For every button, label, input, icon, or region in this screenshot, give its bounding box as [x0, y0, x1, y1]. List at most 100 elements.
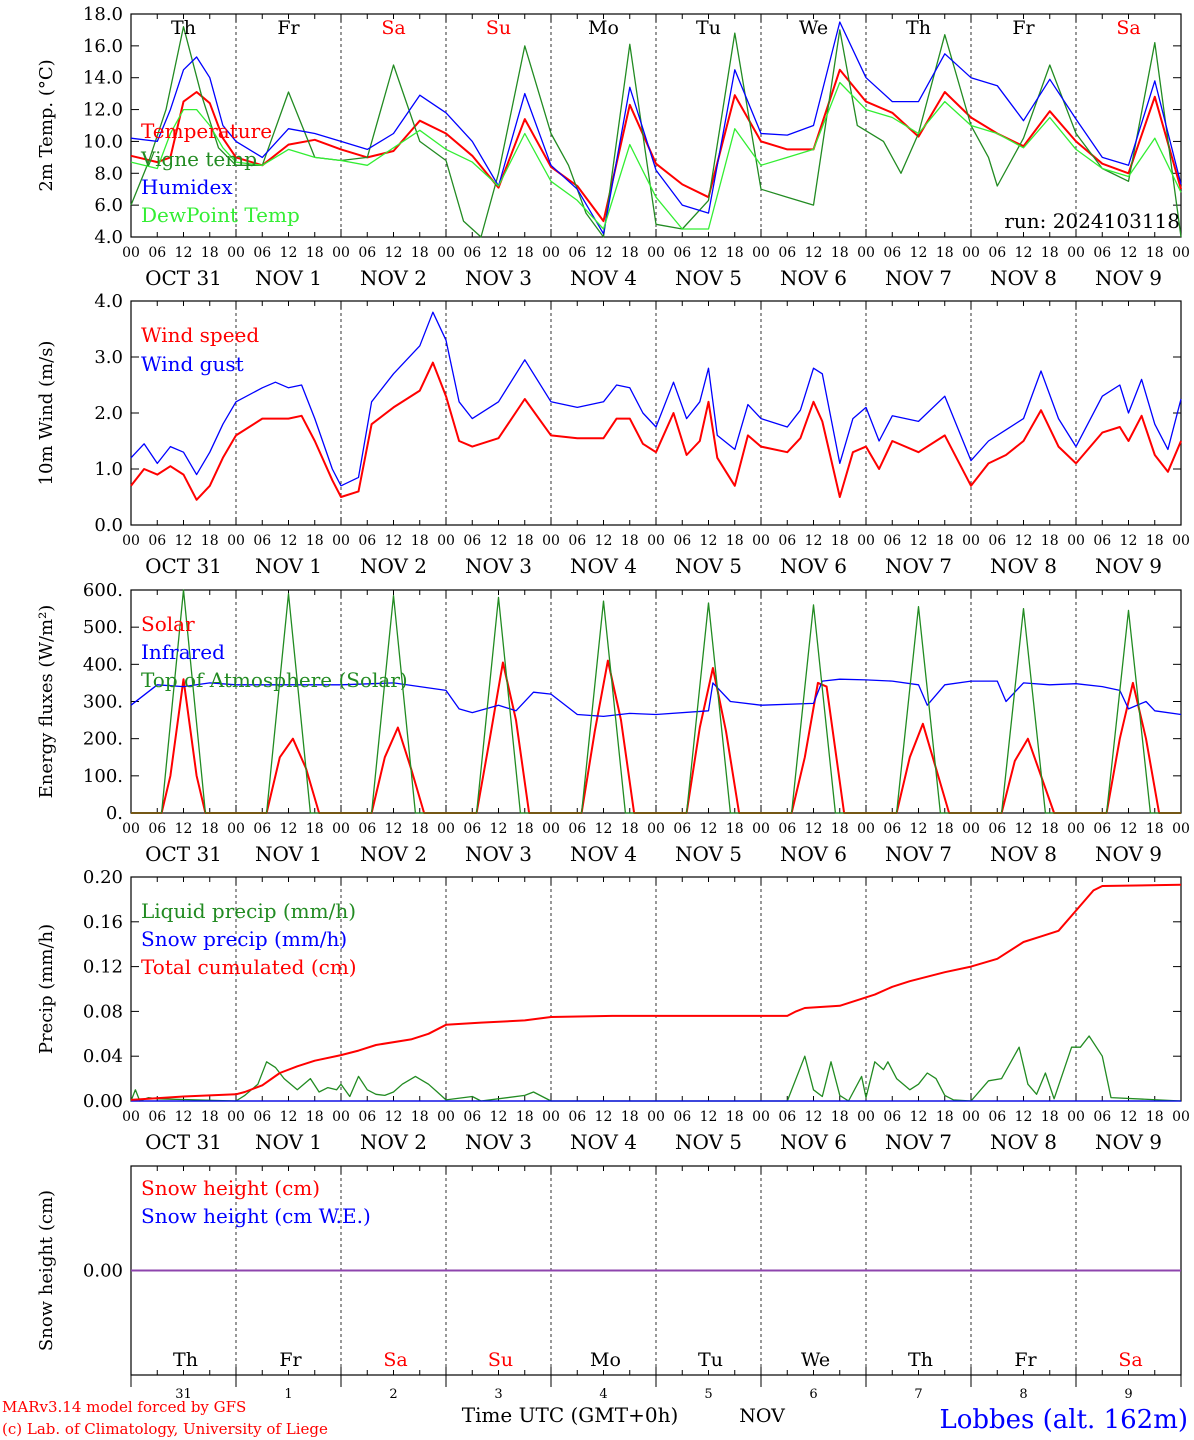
date-label: NOV 6 [780, 1130, 847, 1154]
hour-tick-label: 06 [673, 821, 691, 837]
precip-y-tick-label: 0.20 [83, 867, 123, 888]
hour-tick-label: 18 [306, 821, 324, 837]
hour-tick-label: 06 [463, 245, 481, 261]
energy-frame [130, 589, 1182, 814]
energy-y-tick-label: 100. [83, 766, 123, 787]
hour-tick-label: 18 [726, 821, 744, 837]
hour-tick-label: 12 [1120, 245, 1138, 261]
hour-tick-label: 06 [358, 533, 376, 549]
hour-tick-label: 06 [358, 821, 376, 837]
hour-tick-label: 00 [1172, 533, 1190, 549]
date-label: NOV 9 [1095, 842, 1162, 866]
energy-series-line [131, 589, 1181, 814]
precip-legend-entry: Snow precip (mm/h) [141, 927, 347, 951]
energy-y-axis-label: Energy fluxes (W/m²) [36, 605, 57, 799]
hour-tick-label: 18 [831, 533, 849, 549]
hour-tick-label: 18 [621, 821, 639, 837]
wind-series-line [130, 361, 1182, 501]
date-label: NOV 9 [1095, 266, 1162, 290]
wind-series-line [130, 311, 1182, 487]
hour-tick-label: 00 [542, 821, 560, 837]
hour-tick-label: 00 [647, 533, 665, 549]
weekday-label: Su [486, 17, 511, 39]
hour-tick-label: 12 [595, 821, 613, 837]
hour-tick-label: 18 [306, 533, 324, 549]
hour-tick-label: 06 [778, 245, 796, 261]
hour-tick-label: 12 [1015, 1109, 1033, 1125]
weekday-label: Sa [1116, 17, 1140, 39]
hour-tick-label: 00 [332, 1109, 350, 1125]
weekday-label: Fr [277, 17, 300, 39]
temp-series-line [130, 81, 1182, 230]
hour-tick-label: 00 [752, 245, 770, 261]
hour-tick-label: 12 [280, 533, 298, 549]
temp-series-line [130, 26, 1182, 238]
hour-tick-label: 18 [411, 1109, 429, 1125]
weekday-label-bottom: Tu [698, 1349, 723, 1371]
precip-y-tick-label: 0.04 [83, 1046, 123, 1067]
date-label: NOV 5 [675, 554, 742, 578]
weekday-label-bottom: Sa [1118, 1349, 1142, 1371]
weekday-label: Fr [1012, 17, 1035, 39]
hour-tick-label: 18 [726, 1109, 744, 1125]
hour-tick-label: 00 [1067, 821, 1085, 837]
hour-tick-label: 18 [411, 245, 429, 261]
day-number-label: 4 [599, 1387, 607, 1402]
temp-y-tick-label: 6.0 [94, 195, 123, 216]
hour-tick-label: 12 [1120, 533, 1138, 549]
date-label: OCT 31 [145, 266, 222, 290]
hour-tick-label: 06 [778, 533, 796, 549]
hour-tick-label: 06 [463, 533, 481, 549]
weekday-label-bottom: Th [173, 1349, 198, 1371]
hour-tick-label: 12 [1015, 821, 1033, 837]
hour-tick-label: 00 [437, 821, 455, 837]
hour-tick-label: 00 [437, 1109, 455, 1125]
energy-legend-entry: Infrared [141, 640, 225, 664]
hour-tick-label: 18 [516, 245, 534, 261]
hour-tick-label: 00 [227, 245, 245, 261]
hour-tick-label: 18 [306, 245, 324, 261]
hour-tick-label: 00 [227, 533, 245, 549]
hour-tick-label: 12 [175, 821, 193, 837]
hour-tick-label: 06 [148, 533, 166, 549]
date-label: NOV 3 [465, 554, 532, 578]
hour-tick-label: 06 [673, 533, 691, 549]
day-number-label: 31 [175, 1387, 192, 1402]
precip-legend-entry: Total cumulated (cm) [141, 955, 357, 979]
station-label: Lobbes (alt. 162m) [939, 1405, 1188, 1435]
hour-tick-label: 12 [385, 1109, 403, 1125]
hour-tick-label: 00 [1172, 821, 1190, 837]
hour-tick-label: 18 [726, 533, 744, 549]
weekday-label: Th [906, 17, 931, 39]
temp-legend-entry: Humidex [141, 175, 233, 199]
date-label: NOV 8 [990, 554, 1057, 578]
hour-tick-label: 06 [778, 821, 796, 837]
date-label: NOV 7 [885, 266, 952, 290]
date-label: NOV 8 [990, 842, 1057, 866]
hour-tick-label: 18 [1041, 821, 1059, 837]
run-label: run: 2024103118 [1004, 209, 1180, 233]
day-number-label: 8 [1019, 1387, 1027, 1402]
credit-line-2: (c) Lab. of Climatology, University of L… [2, 1420, 328, 1438]
hour-tick-label: 00 [962, 533, 980, 549]
hour-tick-label: 12 [490, 1109, 508, 1125]
precip-y-tick-label: 0.00 [83, 1091, 123, 1112]
hour-tick-label: 00 [962, 821, 980, 837]
weekday-label: We [799, 17, 828, 39]
hour-tick-label: 06 [1093, 821, 1111, 837]
hour-tick-label: 18 [831, 821, 849, 837]
hour-tick-label: 00 [332, 245, 350, 261]
hour-tick-label: 06 [463, 1109, 481, 1125]
day-number-label: 3 [494, 1387, 502, 1402]
weekday-label: Mo [588, 17, 619, 39]
temp-y-tick-label: 10.0 [83, 131, 123, 152]
energy-legend-entry: Solar [141, 612, 195, 636]
hour-tick-label: 12 [175, 1109, 193, 1125]
snow-y-tick-label: 0.00 [83, 1261, 123, 1282]
hour-tick-label: 00 [542, 533, 560, 549]
date-label: NOV 2 [360, 266, 427, 290]
date-label: NOV 4 [570, 266, 637, 290]
day-number-label: 1 [284, 1387, 292, 1402]
date-label: NOV 7 [885, 554, 952, 578]
wind-frame [130, 300, 1182, 526]
